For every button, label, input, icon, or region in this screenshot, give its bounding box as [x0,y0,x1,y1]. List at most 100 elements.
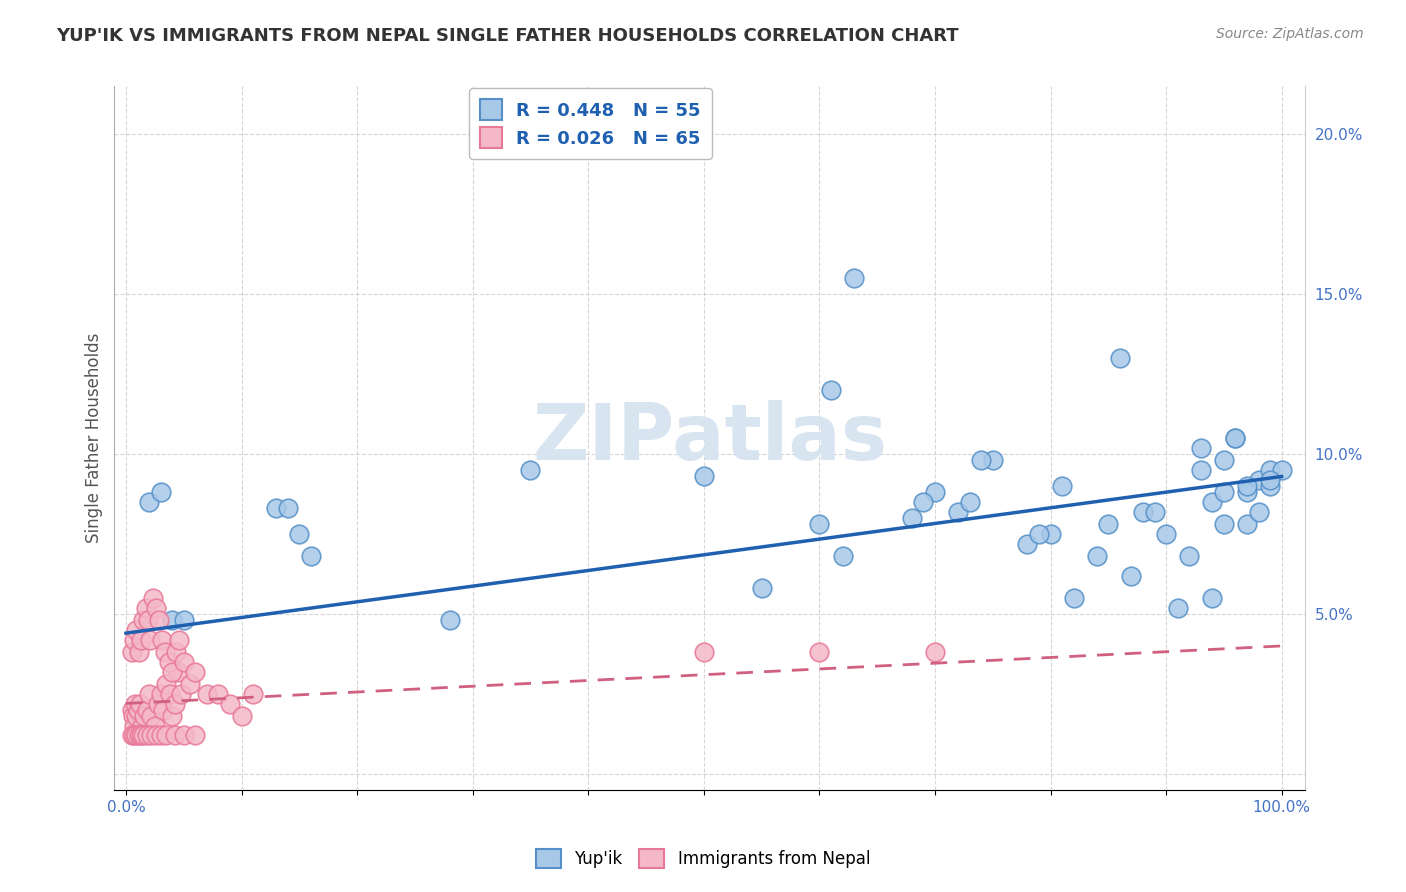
Point [128,729,150,743]
Point [145,600,167,615]
Point [141,591,163,605]
Point [1085,549,1108,564]
Point [1201,591,1223,605]
Point [1271,463,1294,477]
Point [1247,505,1270,519]
Point [135,703,157,717]
Point [842,271,865,285]
Point [160,665,183,679]
Point [122,729,145,743]
Point [184,729,207,743]
Point [1212,517,1234,532]
Point [981,453,1004,467]
Point [693,645,716,659]
Point [143,719,166,733]
Point [519,463,541,477]
Point [135,729,157,743]
Legend: R = 0.448   N = 55, R = 0.026   N = 65: R = 0.448 N = 55, R = 0.026 N = 65 [470,88,711,159]
Point [901,511,924,525]
Point [122,719,145,733]
Point [1050,479,1073,493]
Point [1121,568,1143,582]
Point [121,645,143,659]
Point [1236,479,1258,493]
Point [439,613,461,627]
Point [122,709,145,723]
Point [808,645,831,659]
Point [808,517,831,532]
Point [124,697,146,711]
Point [173,655,195,669]
Point [1258,463,1281,477]
Point [121,729,143,743]
Point [264,501,287,516]
Point [831,549,853,564]
Point [1132,505,1154,519]
Point [163,729,186,743]
Point [1258,479,1281,493]
Point [152,703,174,717]
Point [912,495,935,509]
Point [1108,351,1130,366]
Point [132,729,155,743]
Point [148,613,170,627]
Point [155,645,177,659]
Point [165,645,187,659]
Point [170,687,193,701]
Point [1063,591,1085,605]
Point [195,687,218,701]
Y-axis label: Single Father Households: Single Father Households [86,333,103,543]
Point [924,645,946,659]
Point [1236,485,1258,500]
Point [1258,473,1281,487]
Text: Source: ZipAtlas.com: Source: ZipAtlas.com [1216,27,1364,41]
Point [173,613,195,627]
Point [155,677,177,691]
Point [167,632,190,647]
Point [288,527,311,541]
Point [693,469,716,483]
Point [136,613,159,627]
Point [1201,495,1223,509]
Point [129,632,152,647]
Point [1167,600,1189,615]
Point [1178,549,1201,564]
Point [145,729,167,743]
Point [125,729,148,743]
Point [157,655,180,669]
Point [125,709,148,723]
Point [135,600,157,615]
Point [207,687,229,701]
Point [149,687,172,701]
Point [959,495,981,509]
Point [1236,517,1258,532]
Point [231,709,253,723]
Point [139,632,162,647]
Point [820,383,842,397]
Point [173,729,195,743]
Point [1247,473,1270,487]
Point [167,665,190,679]
Point [163,697,186,711]
Point [946,505,969,519]
Point [1028,527,1050,541]
Point [149,485,172,500]
Point [242,687,264,701]
Point [219,697,242,711]
Point [159,687,181,701]
Point [1212,485,1234,500]
Point [129,729,152,743]
Point [122,632,145,647]
Point [970,453,993,467]
Point [179,677,201,691]
Point [127,703,149,717]
Point [131,719,153,733]
Point [141,709,163,723]
Point [1225,431,1247,445]
Point [1189,441,1212,455]
Point [1212,453,1234,467]
Point [121,703,143,717]
Point [751,582,773,596]
Text: YUP'IK VS IMMIGRANTS FROM NEPAL SINGLE FATHER HOUSEHOLDS CORRELATION CHART: YUP'IK VS IMMIGRANTS FROM NEPAL SINGLE F… [56,27,959,45]
Point [160,613,183,627]
